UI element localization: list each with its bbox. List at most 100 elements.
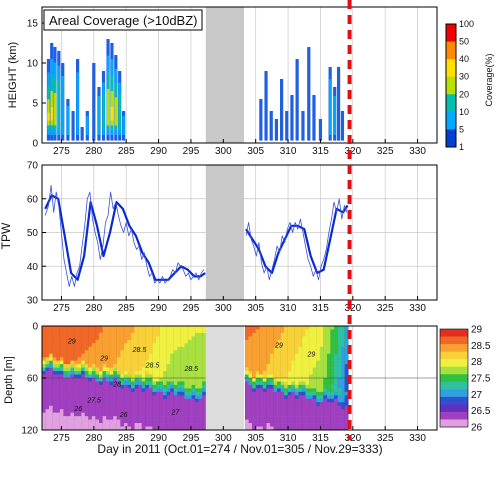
temperature-cell bbox=[49, 326, 53, 330]
temperature-cell bbox=[319, 412, 324, 417]
temperature-cell bbox=[280, 384, 285, 389]
temperature-cell bbox=[63, 346, 68, 351]
temperature-cell bbox=[173, 426, 178, 430]
temperature-cell bbox=[113, 346, 118, 351]
temperature-cell bbox=[319, 346, 324, 351]
temperature-cell bbox=[145, 395, 150, 400]
temperature-cell bbox=[326, 336, 331, 341]
temperature-cell bbox=[305, 350, 310, 355]
temperature-cell bbox=[319, 371, 324, 375]
temperature-cell bbox=[81, 426, 86, 430]
temperature-cell bbox=[180, 412, 185, 417]
y-tick-label: 40 bbox=[27, 262, 39, 273]
temperature-cell bbox=[74, 388, 78, 393]
temperature-cell bbox=[141, 353, 146, 358]
temperature-cell bbox=[148, 381, 153, 386]
temperature-cell bbox=[116, 353, 121, 358]
temperature-cell bbox=[305, 388, 310, 393]
temperature-cell bbox=[287, 384, 292, 389]
temperature-cell bbox=[63, 423, 68, 427]
temperature-cell bbox=[159, 350, 164, 355]
temperature-cell bbox=[337, 419, 342, 424]
temperature-cell bbox=[95, 346, 100, 351]
temperature-cell bbox=[280, 405, 285, 410]
temperature-cell bbox=[344, 388, 349, 393]
temperature-cell bbox=[316, 346, 321, 351]
temperature-cell bbox=[49, 423, 53, 427]
temperature-cell bbox=[273, 346, 278, 351]
temperature-cell bbox=[248, 360, 253, 365]
temperature-cell bbox=[159, 353, 164, 358]
temperature-cell bbox=[134, 329, 139, 334]
temperature-cell bbox=[42, 343, 46, 348]
temperature-cell bbox=[312, 395, 317, 400]
temperature-cell bbox=[330, 367, 335, 372]
colorbar-tick-label: 28 bbox=[471, 357, 483, 368]
temperature-cell bbox=[319, 374, 324, 379]
temperature-cell bbox=[120, 391, 125, 396]
temperature-cell bbox=[59, 339, 64, 344]
temperature-cell bbox=[344, 332, 349, 337]
temperature-cell bbox=[70, 398, 75, 403]
contour-label: 26 bbox=[73, 406, 82, 413]
temperature-cell bbox=[252, 384, 256, 389]
temperature-cell bbox=[152, 367, 157, 372]
temperature-cell bbox=[266, 326, 271, 330]
temperature-cell bbox=[337, 412, 342, 417]
temperature-cell bbox=[269, 419, 274, 424]
temperature-cell bbox=[202, 426, 207, 430]
contour-label: 29 bbox=[67, 338, 76, 345]
temperature-cell bbox=[198, 416, 203, 420]
temperature-cell bbox=[287, 343, 292, 348]
temperature-cell bbox=[123, 419, 128, 424]
temperature-cell bbox=[305, 409, 310, 413]
temperature-cell bbox=[116, 329, 121, 334]
temperature-cell bbox=[188, 384, 192, 389]
temperature-cell bbox=[123, 350, 128, 355]
temperature-cell bbox=[98, 378, 103, 382]
temperature-cell bbox=[334, 405, 338, 410]
temperature-cell bbox=[141, 364, 146, 368]
temperature-cell bbox=[63, 357, 68, 361]
temperature-cell bbox=[280, 336, 285, 341]
temperature-cell bbox=[113, 378, 118, 382]
temperature-cell bbox=[309, 360, 313, 365]
temperature-cell bbox=[334, 332, 338, 337]
temperature-cell bbox=[316, 391, 321, 396]
temperature-cell bbox=[266, 329, 271, 334]
temperature-cell bbox=[134, 381, 139, 386]
temperature-cell bbox=[134, 405, 139, 410]
temperature-cell bbox=[138, 332, 143, 337]
temperature-cell bbox=[141, 378, 146, 382]
coverage-column bbox=[336, 67, 341, 141]
temperature-cell bbox=[102, 381, 107, 386]
temperature-cell bbox=[152, 402, 157, 407]
temperature-cell bbox=[291, 391, 296, 396]
temperature-cell bbox=[309, 423, 313, 427]
temperature-cell bbox=[266, 419, 271, 424]
temperature-cell bbox=[81, 419, 86, 424]
temperature-cell bbox=[195, 378, 200, 382]
temperature-cell bbox=[316, 364, 321, 368]
temperature-cell bbox=[248, 374, 253, 379]
temperature-cell bbox=[113, 416, 118, 420]
temperature-cell bbox=[344, 353, 349, 358]
temperature-cell bbox=[127, 384, 132, 389]
temperature-cell bbox=[134, 353, 139, 358]
temperature-cell bbox=[81, 326, 86, 330]
temperature-cell bbox=[109, 329, 114, 334]
temperature-cell bbox=[330, 416, 335, 420]
temperature-cell bbox=[152, 353, 157, 358]
temperature-cell bbox=[159, 329, 164, 334]
x-tick-label: 305 bbox=[247, 146, 264, 157]
temperature-cell bbox=[188, 419, 192, 424]
temperature-cell bbox=[301, 388, 306, 393]
temperature-cell bbox=[66, 374, 71, 379]
temperature-cell bbox=[163, 336, 167, 341]
temperature-cell bbox=[312, 402, 317, 407]
colorbar-tick-label: 40 bbox=[459, 54, 469, 64]
temperature-cell bbox=[188, 350, 192, 355]
colorbar-swatch bbox=[446, 111, 456, 130]
temperature-cell bbox=[95, 371, 100, 375]
temperature-cell bbox=[259, 329, 264, 334]
